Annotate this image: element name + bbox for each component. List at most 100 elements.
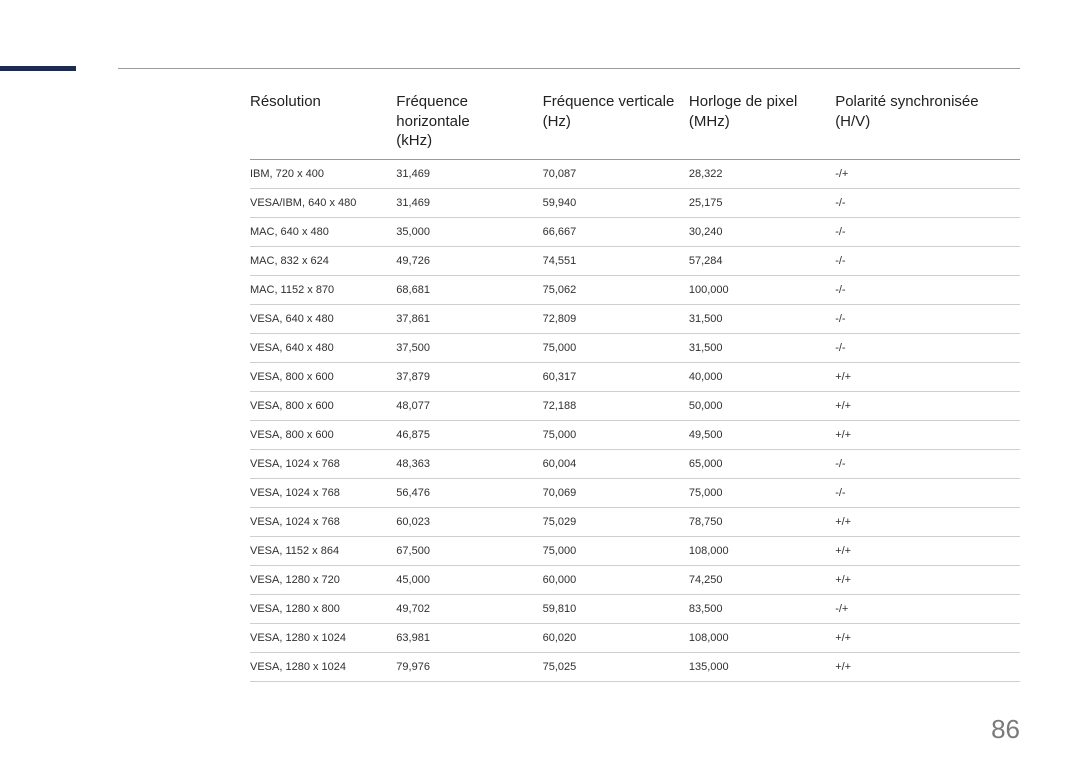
col-header-line1: Résolution — [250, 92, 390, 112]
table-cell: -/- — [835, 275, 1020, 304]
table-cell: VESA, 1280 x 1024 — [250, 652, 396, 681]
table-cell: 60,004 — [543, 449, 689, 478]
table-row: IBM, 720 x 40031,46970,08728,322-/+ — [250, 159, 1020, 188]
table-cell: +/+ — [835, 565, 1020, 594]
table-cell: 65,000 — [689, 449, 835, 478]
table-cell: -/- — [835, 217, 1020, 246]
table-cell: 37,500 — [396, 333, 542, 362]
table-row: VESA, 1280 x 102463,98160,020108,000+/+ — [250, 623, 1020, 652]
table-cell: VESA, 1024 x 768 — [250, 478, 396, 507]
table-cell: 57,284 — [689, 246, 835, 275]
table-row: MAC, 832 x 62449,72674,55157,284-/- — [250, 246, 1020, 275]
table-cell: 59,940 — [543, 188, 689, 217]
table-cell: 48,363 — [396, 449, 542, 478]
table-cell: +/+ — [835, 362, 1020, 391]
table-cell: 37,861 — [396, 304, 542, 333]
table-cell: VESA, 1024 x 768 — [250, 449, 396, 478]
table-cell: 63,981 — [396, 623, 542, 652]
table-cell: 108,000 — [689, 623, 835, 652]
col-header-line1: Polarité synchronisée — [835, 92, 1014, 112]
table-cell: VESA, 800 x 600 — [250, 362, 396, 391]
table-cell: 59,810 — [543, 594, 689, 623]
table-cell: -/- — [835, 333, 1020, 362]
accent-rule — [0, 66, 76, 71]
table-cell: 50,000 — [689, 391, 835, 420]
table-cell: -/- — [835, 449, 1020, 478]
table-row: VESA, 1280 x 72045,00060,00074,250+/+ — [250, 565, 1020, 594]
table-cell: 83,500 — [689, 594, 835, 623]
table-row: VESA, 800 x 60037,87960,31740,000+/+ — [250, 362, 1020, 391]
table-cell: 74,551 — [543, 246, 689, 275]
signal-timing-table-wrap: Résolution Fréquence horizontale (kHz) F… — [250, 92, 1020, 682]
table-cell: 66,667 — [543, 217, 689, 246]
table-cell: +/+ — [835, 536, 1020, 565]
table-cell: 75,025 — [543, 652, 689, 681]
table-cell: VESA/IBM, 640 x 480 — [250, 188, 396, 217]
table-row: VESA, 640 x 48037,50075,00031,500-/- — [250, 333, 1020, 362]
table-cell: 75,000 — [543, 420, 689, 449]
col-header-polarity: Polarité synchronisée (H/V) — [835, 92, 1020, 159]
table-cell: 70,069 — [543, 478, 689, 507]
table-header: Résolution Fréquence horizontale (kHz) F… — [250, 92, 1020, 159]
table-cell: VESA, 1152 x 864 — [250, 536, 396, 565]
table-body: IBM, 720 x 40031,46970,08728,322-/+VESA/… — [250, 159, 1020, 681]
table-cell: VESA, 800 x 600 — [250, 391, 396, 420]
table-cell: 75,000 — [689, 478, 835, 507]
table-cell: 75,000 — [543, 536, 689, 565]
col-header-line2: (H/V) — [835, 112, 1014, 132]
table-cell: -/- — [835, 478, 1020, 507]
col-header-pixelclock: Horloge de pixel (MHz) — [689, 92, 835, 159]
table-row: VESA, 1024 x 76848,36360,00465,000-/- — [250, 449, 1020, 478]
col-header-line2: (MHz) — [689, 112, 829, 132]
table-cell: 78,750 — [689, 507, 835, 536]
table-cell: -/- — [835, 304, 1020, 333]
col-header-line1: Fréquence verticale — [543, 92, 683, 112]
table-cell: IBM, 720 x 400 — [250, 159, 396, 188]
table-cell: 35,000 — [396, 217, 542, 246]
table-cell: -/+ — [835, 594, 1020, 623]
table-cell: -/- — [835, 188, 1020, 217]
table-cell: 30,240 — [689, 217, 835, 246]
table-cell: 31,500 — [689, 304, 835, 333]
table-row: VESA/IBM, 640 x 48031,46959,94025,175-/- — [250, 188, 1020, 217]
table-cell: 75,062 — [543, 275, 689, 304]
table-row: VESA, 800 x 60048,07772,18850,000+/+ — [250, 391, 1020, 420]
table-cell: +/+ — [835, 391, 1020, 420]
col-header-line2: (Hz) — [543, 112, 683, 132]
table-cell: 40,000 — [689, 362, 835, 391]
table-cell: VESA, 1024 x 768 — [250, 507, 396, 536]
table-row: VESA, 1024 x 76860,02375,02978,750+/+ — [250, 507, 1020, 536]
table-cell: VESA, 640 x 480 — [250, 333, 396, 362]
table-row: VESA, 1024 x 76856,47670,06975,000-/- — [250, 478, 1020, 507]
table-cell: 60,000 — [543, 565, 689, 594]
table-cell: 60,023 — [396, 507, 542, 536]
table-row: VESA, 1152 x 86467,50075,000108,000+/+ — [250, 536, 1020, 565]
table-cell: +/+ — [835, 623, 1020, 652]
table-row: MAC, 640 x 48035,00066,66730,240-/- — [250, 217, 1020, 246]
table-cell: -/+ — [835, 159, 1020, 188]
table-cell: 72,188 — [543, 391, 689, 420]
table-cell: VESA, 800 x 600 — [250, 420, 396, 449]
table-cell: 100,000 — [689, 275, 835, 304]
col-header-line1: Horloge de pixel — [689, 92, 829, 112]
table-cell: 49,500 — [689, 420, 835, 449]
col-header-line2: (kHz) — [396, 131, 536, 151]
table-row: VESA, 800 x 60046,87575,00049,500+/+ — [250, 420, 1020, 449]
signal-timing-table: Résolution Fréquence horizontale (kHz) F… — [250, 92, 1020, 682]
table-cell: 48,077 — [396, 391, 542, 420]
table-cell: 72,809 — [543, 304, 689, 333]
table-cell: +/+ — [835, 420, 1020, 449]
table-cell: VESA, 640 x 480 — [250, 304, 396, 333]
table-cell: 135,000 — [689, 652, 835, 681]
table-cell: VESA, 1280 x 720 — [250, 565, 396, 594]
horizontal-rule — [118, 68, 1020, 69]
col-header-hfreq: Fréquence horizontale (kHz) — [396, 92, 542, 159]
table-cell: VESA, 1280 x 800 — [250, 594, 396, 623]
table-cell: MAC, 640 x 480 — [250, 217, 396, 246]
col-header-resolution: Résolution — [250, 92, 396, 159]
table-cell: 37,879 — [396, 362, 542, 391]
table-cell: 68,681 — [396, 275, 542, 304]
table-cell: -/- — [835, 246, 1020, 275]
table-cell: 56,476 — [396, 478, 542, 507]
table-cell: 45,000 — [396, 565, 542, 594]
